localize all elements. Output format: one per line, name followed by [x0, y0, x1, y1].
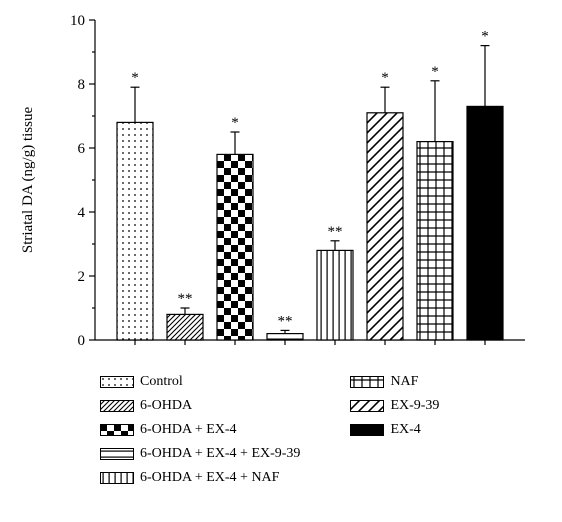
- legend-label-control: Control: [140, 374, 183, 390]
- sig-naf: *: [431, 64, 439, 80]
- bar-6ohda_ex4_naf: [317, 250, 353, 340]
- legend-item-ex4: EX-4: [350, 420, 439, 440]
- legend-swatch-control: [100, 376, 134, 388]
- legend-swatch-6ohda: [100, 400, 134, 412]
- chart-svg: 0246810Striatal DA (ng/g) tissue********…: [0, 0, 562, 370]
- legend-swatch-6ohda_ex4_naf: [100, 472, 134, 484]
- ytick-label: 0: [78, 333, 86, 349]
- ytick-label: 2: [78, 269, 86, 285]
- sig-6ohda_ex4_ex939: **: [278, 313, 293, 329]
- legend-swatch-ex4: [350, 424, 384, 436]
- legend-label-ex4: EX-4: [390, 422, 420, 438]
- da-bar-chart: 0246810Striatal DA (ng/g) tissue********…: [0, 0, 562, 488]
- legend-item-naf: NAF: [350, 372, 439, 392]
- ytick-label: 4: [78, 205, 86, 221]
- legend-label-naf: NAF: [390, 374, 418, 390]
- legend-item-control: Control: [100, 372, 300, 392]
- legend-item-ex939: EX-9-39: [350, 396, 439, 416]
- sig-6ohda_ex4: *: [231, 115, 239, 131]
- legend-label-6ohda: 6-OHDA: [140, 398, 192, 414]
- legend-swatch-ex939: [350, 400, 384, 412]
- bar-control: [117, 122, 153, 340]
- legend-item-6ohda_ex4_ex939: 6-OHDA + EX-4 + EX-9-39: [100, 444, 300, 464]
- bar-naf: [417, 142, 453, 340]
- legend-item-6ohda: 6-OHDA: [100, 396, 300, 416]
- chart-legend: Control 6-OHDA 6-OHDA + EX-4 6-OHDA + EX-4 …: [0, 370, 562, 488]
- bar-6ohda: [167, 314, 203, 340]
- legend-item-6ohda_ex4_naf: 6-OHDA + EX-4 + NAF: [100, 468, 300, 488]
- sig-ex4: *: [481, 29, 489, 45]
- sig-6ohda_ex4_naf: **: [328, 224, 343, 240]
- y-axis-label: Striatal DA (ng/g) tissue: [20, 107, 36, 254]
- legend-item-6ohda_ex4: 6-OHDA + EX-4: [100, 420, 300, 440]
- sig-control: *: [131, 70, 139, 86]
- legend-swatch-6ohda_ex4: [100, 424, 134, 436]
- ytick-label: 10: [70, 13, 85, 29]
- bar-6ohda_ex4: [217, 154, 253, 340]
- ytick-label: 8: [78, 77, 86, 93]
- bar-ex4: [467, 106, 503, 340]
- legend-swatch-naf: [350, 376, 384, 388]
- sig-6ohda: **: [178, 291, 193, 307]
- sig-ex939: *: [381, 70, 389, 86]
- legend-label-6ohda_ex4_ex939: 6-OHDA + EX-4 + EX-9-39: [140, 446, 300, 462]
- bar-6ohda_ex4_ex939: [267, 334, 303, 340]
- legend-label-6ohda_ex4: 6-OHDA + EX-4: [140, 422, 237, 438]
- bar-ex939: [367, 113, 403, 340]
- ytick-label: 6: [78, 141, 86, 157]
- legend-swatch-6ohda_ex4_ex939: [100, 448, 134, 460]
- legend-label-ex939: EX-9-39: [390, 398, 439, 414]
- legend-label-6ohda_ex4_naf: 6-OHDA + EX-4 + NAF: [140, 470, 279, 486]
